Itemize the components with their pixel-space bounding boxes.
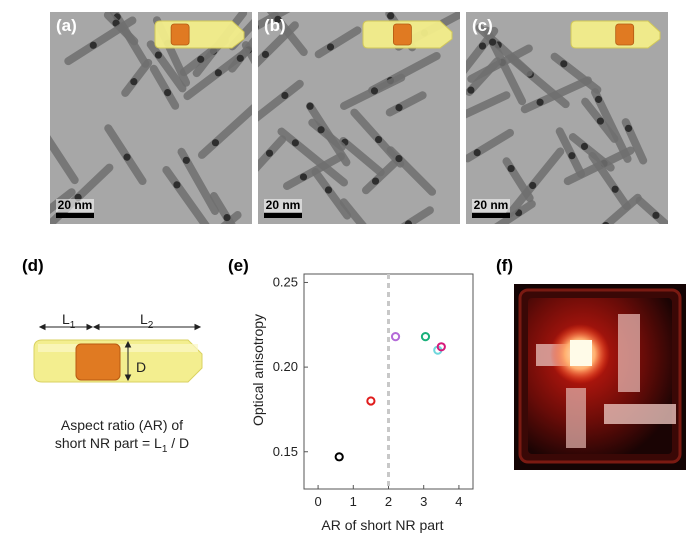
nanorod (146, 40, 187, 93)
nanorod (277, 127, 349, 187)
nanorod (209, 192, 244, 224)
D-label: D (136, 359, 147, 375)
nanorod (466, 128, 514, 163)
scale-bar-c: 20 nm (472, 199, 510, 218)
scale-bar-line (472, 213, 510, 218)
x-tick-label: 2 (385, 494, 392, 509)
x-tick-label: 4 (455, 494, 462, 509)
emitting-square (570, 340, 592, 366)
optical-anisotropy-chart: 0 1 2 3 4 0.15 0.20 0.25 (273, 273, 474, 509)
nanorod (121, 58, 153, 97)
nanorod (228, 12, 252, 73)
nanorod (314, 26, 362, 59)
nanorod (311, 168, 352, 220)
L1-arrow (38, 323, 94, 331)
nanorod (266, 12, 308, 57)
rod-dimension-diagram (33, 323, 203, 383)
nanorod (482, 26, 527, 106)
caption-line-2: short NR part = L1 / D (54, 435, 190, 455)
scale-bar-label: 20 nm (56, 198, 94, 212)
L2-arrow (92, 323, 202, 331)
rod-schematic-c (570, 20, 661, 49)
nanorod (386, 146, 437, 196)
D-arrow (124, 340, 132, 382)
nanorod (581, 97, 619, 143)
nanorod (502, 157, 534, 203)
nanorod (340, 73, 406, 110)
nanorod (177, 147, 220, 215)
rod-core (75, 343, 121, 381)
nanorod (506, 147, 565, 218)
y-tick-label: 0.25 (273, 274, 298, 289)
nanorod (162, 166, 214, 224)
y-tick-label: 0.20 (273, 359, 298, 374)
nanorod (550, 52, 602, 94)
nanorod (593, 193, 642, 224)
nanorod (361, 159, 398, 195)
panel-label-b: (b) (264, 16, 286, 35)
data-point (420, 332, 431, 342)
data-point (334, 452, 344, 462)
panel-label-f: (f) (496, 256, 513, 275)
data-point (436, 342, 446, 352)
nanorod (466, 57, 502, 96)
nanorod (50, 114, 79, 185)
x-axis-label: AR of short NR part (321, 517, 444, 533)
nanorod (588, 152, 631, 211)
y-axis-label: Optical anisotropy (250, 313, 266, 427)
nanorod (149, 64, 180, 110)
x-tick-label: 3 (420, 494, 427, 509)
film-strip (618, 314, 640, 392)
nanorod (64, 16, 137, 66)
nanorod (555, 127, 586, 178)
scale-bar-line (264, 213, 302, 218)
film-strip (604, 404, 676, 424)
nanorod (258, 12, 299, 36)
nanorod (258, 79, 304, 125)
nanorod (339, 198, 397, 224)
glowing-device-photo (514, 284, 686, 470)
inset-rod-body (154, 20, 245, 49)
tem-panel-c: (c) 20 nm (466, 12, 668, 224)
tem-panel-b: (b) 20 nm (258, 12, 460, 224)
panel-label-d: (d) (22, 256, 44, 275)
caption-line-1: Aspect ratio (AR) of (60, 417, 184, 433)
L2-label: L2 (140, 311, 154, 331)
nanorod (50, 188, 76, 224)
nanorod (621, 118, 648, 165)
L1-label: L1 (62, 311, 76, 331)
scale-bar-label: 20 nm (264, 198, 302, 212)
panel-label-e: (e) (228, 256, 249, 275)
nanorod (591, 88, 632, 163)
scale-bar-line (56, 213, 94, 218)
tem-panel-a: (a) 20 nm (50, 12, 252, 224)
inset-rod-core (615, 23, 635, 46)
nanorod (258, 135, 287, 184)
rod-schematic-b (362, 20, 453, 49)
panel-label-a: (a) (56, 16, 77, 35)
scale-bar-b: 20 nm (264, 199, 302, 218)
nanorod (308, 118, 346, 151)
rod-schematic-a (154, 20, 245, 49)
scale-bar-a: 20 nm (56, 199, 94, 218)
data-point (366, 396, 376, 406)
inset-rod-core (170, 23, 190, 46)
film-strip (566, 388, 586, 448)
nanorod (385, 91, 427, 117)
panel-label-c: (c) (472, 16, 493, 35)
nanorod (466, 91, 511, 133)
nanorod (635, 196, 668, 224)
y-tick-label: 0.15 (273, 444, 298, 459)
x-tick-label: 0 (314, 494, 321, 509)
nanorod (394, 206, 434, 224)
data-point (390, 332, 401, 342)
inset-rod-core (393, 23, 412, 46)
x-tick-label: 1 (350, 494, 357, 509)
aspect-ratio-caption: Aspect ratio (AR) of short NR part = L1 … (38, 416, 206, 459)
scale-bar-label: 20 nm (472, 198, 510, 212)
nanorod (104, 124, 147, 186)
nanorod (197, 98, 252, 159)
